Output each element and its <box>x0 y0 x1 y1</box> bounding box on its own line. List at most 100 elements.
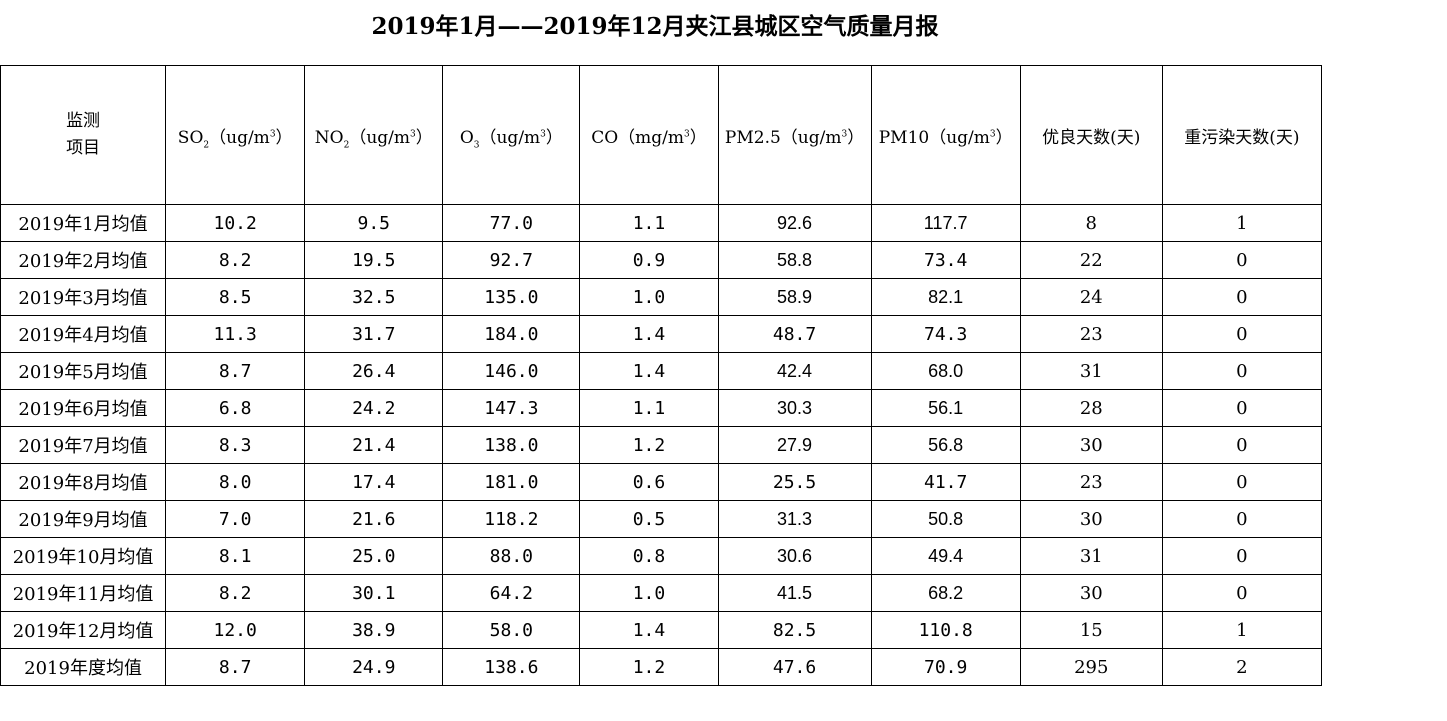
row-label: 2019年7月均值 <box>0 426 167 464</box>
cell-pm10: 56.1 <box>870 389 1021 427</box>
cell-no2: 30.1 <box>304 574 444 612</box>
cell-pm10: 41.7 <box>870 463 1021 501</box>
cell-o3: 64.2 <box>442 574 581 612</box>
cell-heavy: 0 <box>1161 389 1323 427</box>
cell-so2: 7.0 <box>165 500 306 538</box>
cell-heavy: 0 <box>1161 352 1323 390</box>
cell-pm25: 31.3 <box>717 500 872 538</box>
cell-no2: 17.4 <box>304 463 444 501</box>
cell-good: 30 <box>1019 500 1163 538</box>
cell-good: 23 <box>1019 463 1163 501</box>
cell-o3: 138.6 <box>442 648 581 686</box>
cell-so2: 12.0 <box>165 611 306 649</box>
header-heavy-days: 重污染天数(天) <box>1161 65 1323 205</box>
cell-pm10: 70.9 <box>870 648 1021 686</box>
cell-o3: 92.7 <box>442 241 581 279</box>
cell-no2: 26.4 <box>304 352 444 390</box>
cell-heavy: 0 <box>1161 574 1323 612</box>
cell-so2: 8.2 <box>165 574 306 612</box>
cell-co: 0.5 <box>579 500 719 538</box>
cell-good: 15 <box>1019 611 1163 649</box>
cell-heavy: 0 <box>1161 463 1323 501</box>
cell-co: 1.4 <box>579 352 719 390</box>
cell-co: 1.4 <box>579 315 719 353</box>
cell-heavy: 1 <box>1161 204 1323 242</box>
header-good-days: 优良天数(天) <box>1019 65 1163 205</box>
cell-heavy: 0 <box>1161 278 1323 316</box>
cell-pm25: 92.6 <box>717 204 872 242</box>
cell-o3: 58.0 <box>442 611 581 649</box>
table-row: 2019年3月均值 8.5 32.5 135.0 1.0 58.9 82.1 24 0 <box>0 278 1323 316</box>
table-row: 2019年1月均值 10.2 9.5 77.0 1.1 92.6 117.7 8 1 <box>0 204 1323 242</box>
cell-pm25: 48.7 <box>717 315 872 353</box>
cell-co: 1.2 <box>579 426 719 464</box>
cell-no2: 32.5 <box>304 278 444 316</box>
cell-pm25: 41.5 <box>717 574 872 612</box>
cell-so2: 8.7 <box>165 352 306 390</box>
cell-co: 1.1 <box>579 389 719 427</box>
table-row: 2019年5月均值 8.7 26.4 146.0 1.4 42.4 68.0 31 0 <box>0 352 1323 390</box>
cell-pm10: 82.1 <box>870 278 1021 316</box>
cell-o3: 181.0 <box>442 463 581 501</box>
cell-pm25: 47.6 <box>717 648 872 686</box>
cell-no2: 19.5 <box>304 241 444 279</box>
cell-co: 1.0 <box>579 278 719 316</box>
cell-heavy: 0 <box>1161 500 1323 538</box>
row-label: 2019年8月均值 <box>0 463 167 501</box>
cell-heavy: 1 <box>1161 611 1323 649</box>
row-label: 2019年2月均值 <box>0 241 167 279</box>
cell-co: 1.2 <box>579 648 719 686</box>
table-row: 2019年度均值 8.7 24.9 138.6 1.2 47.6 70.9 295 2 <box>0 648 1323 686</box>
cell-pm25: 30.3 <box>717 389 872 427</box>
cell-no2: 38.9 <box>304 611 444 649</box>
cell-no2: 24.9 <box>304 648 444 686</box>
cell-pm25: 58.9 <box>717 278 872 316</box>
cell-good: 30 <box>1019 574 1163 612</box>
header-item: 监测 项目 <box>0 65 167 205</box>
header-o3: O3（ug/m3） <box>442 65 581 205</box>
header-so2: SO2（ug/m3） <box>165 65 306 205</box>
cell-good: 295 <box>1019 648 1163 686</box>
row-label: 2019年度均值 <box>0 648 167 686</box>
cell-co: 0.8 <box>579 537 719 575</box>
cell-o3: 118.2 <box>442 500 581 538</box>
header-co: CO（mg/m3） <box>579 65 719 205</box>
cell-so2: 8.7 <box>165 648 306 686</box>
report-title: 2019年1月——2019年12月夹江县城区空气质量月报 <box>371 13 939 40</box>
cell-so2: 10.2 <box>165 204 306 242</box>
cell-good: 8 <box>1019 204 1163 242</box>
cell-so2: 8.1 <box>165 537 306 575</box>
cell-pm25: 42.4 <box>717 352 872 390</box>
cell-co: 0.9 <box>579 241 719 279</box>
cell-o3: 184.0 <box>442 315 581 353</box>
cell-good: 24 <box>1019 278 1163 316</box>
cell-no2: 21.4 <box>304 426 444 464</box>
table-row: 2019年7月均值 8.3 21.4 138.0 1.2 27.9 56.8 30 0 <box>0 426 1323 464</box>
cell-no2: 25.0 <box>304 537 444 575</box>
header-no2: NO2（ug/m3） <box>304 65 444 205</box>
cell-pm25: 58.8 <box>717 241 872 279</box>
row-label: 2019年5月均值 <box>0 352 167 390</box>
row-label: 2019年10月均值 <box>0 537 167 575</box>
cell-no2: 21.6 <box>304 500 444 538</box>
cell-heavy: 2 <box>1161 648 1323 686</box>
row-label: 2019年3月均值 <box>0 278 167 316</box>
cell-heavy: 0 <box>1161 315 1323 353</box>
cell-heavy: 0 <box>1161 241 1323 279</box>
cell-o3: 88.0 <box>442 537 581 575</box>
header-pm25: PM2.5（ug/m3） <box>717 65 872 205</box>
header-item-line2: 项目 <box>66 138 101 158</box>
cell-pm10: 74.3 <box>870 315 1021 353</box>
cell-good: 30 <box>1019 426 1163 464</box>
cell-pm10: 73.4 <box>870 241 1021 279</box>
cell-co: 1.0 <box>579 574 719 612</box>
cell-so2: 11.3 <box>165 315 306 353</box>
row-label: 2019年9月均值 <box>0 500 167 538</box>
cell-heavy: 0 <box>1161 537 1323 575</box>
table-row: 2019年12月均值 12.0 38.9 58.0 1.4 82.5 110.8 15 1 <box>0 611 1323 649</box>
cell-pm25: 25.5 <box>717 463 872 501</box>
cell-no2: 24.2 <box>304 389 444 427</box>
cell-pm25: 82.5 <box>717 611 872 649</box>
cell-no2: 9.5 <box>304 204 444 242</box>
row-label: 2019年4月均值 <box>0 315 167 353</box>
